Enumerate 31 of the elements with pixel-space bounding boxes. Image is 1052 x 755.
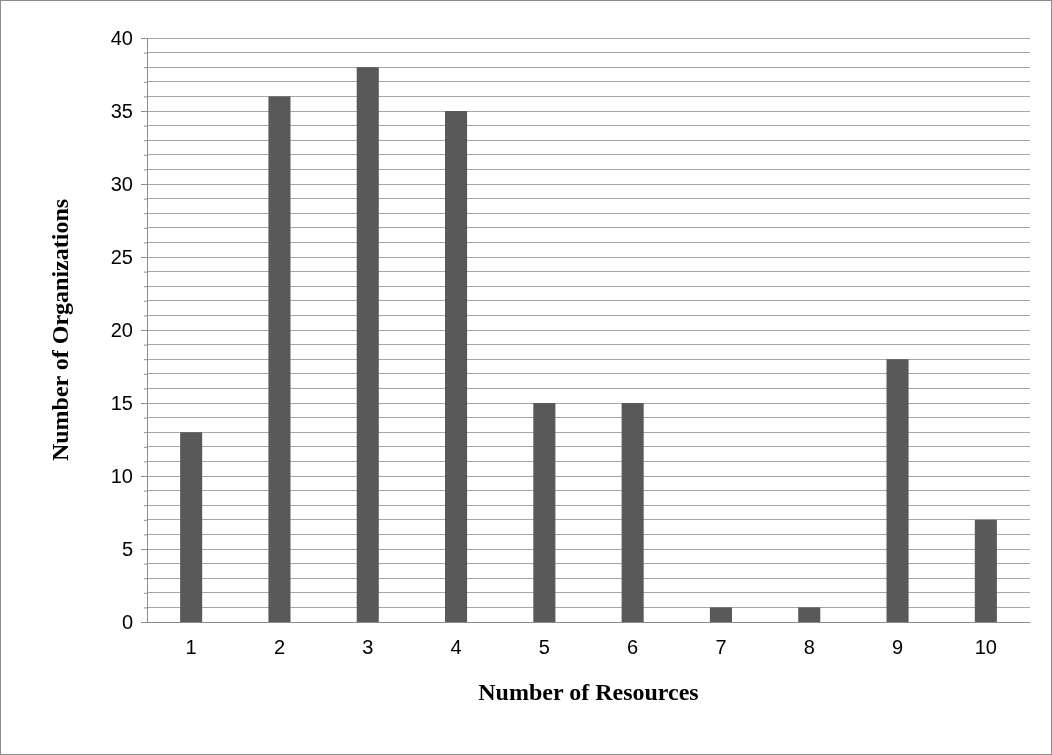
y-axis-title: Number of Organizations xyxy=(47,198,73,462)
y-tick-label: 0 xyxy=(121,610,133,633)
x-tick-label: 2 xyxy=(273,636,286,659)
x-tick-label: 3 xyxy=(362,636,374,659)
x-tick-label: 8 xyxy=(803,636,815,659)
y-tick-label: 5 xyxy=(121,537,133,560)
bar xyxy=(621,403,644,622)
x-tick-label: 5 xyxy=(538,636,550,659)
bar xyxy=(533,403,556,622)
bar xyxy=(798,607,821,622)
y-tick-label: 10 xyxy=(110,464,133,487)
bar xyxy=(886,359,909,622)
y-tick-label: 40 xyxy=(110,26,133,49)
bar xyxy=(445,111,468,622)
x-axis-title: Number of Resources xyxy=(478,679,699,705)
bar xyxy=(356,67,379,622)
x-tick-label: 10 xyxy=(974,636,997,659)
y-tick-label: 30 xyxy=(110,172,133,195)
bar xyxy=(974,519,997,622)
y-tick-label: 20 xyxy=(110,318,133,341)
y-tick-label: 25 xyxy=(110,245,133,268)
x-tick-label: 4 xyxy=(450,636,462,659)
bar xyxy=(180,432,203,622)
y-tick-label: 35 xyxy=(110,99,133,122)
x-tick-label: 9 xyxy=(891,636,904,659)
bar xyxy=(268,96,291,622)
y-tick-label: 15 xyxy=(110,391,133,414)
x-tick-label: 6 xyxy=(627,636,639,659)
x-tick-label: 7 xyxy=(715,636,727,659)
x-tick-label: 1 xyxy=(185,636,197,659)
bar xyxy=(709,607,732,622)
